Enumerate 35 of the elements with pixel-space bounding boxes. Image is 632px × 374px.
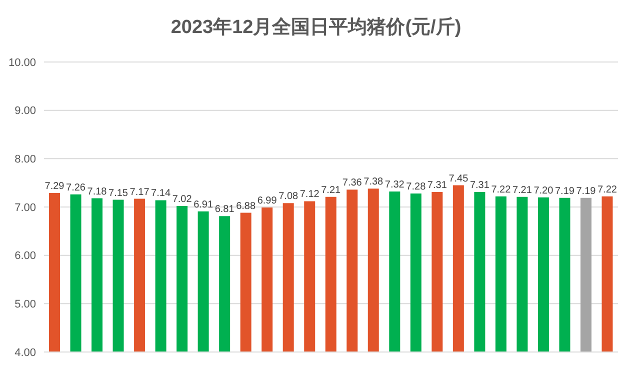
data-label: 7.20 <box>534 185 554 196</box>
data-label: 7.21 <box>321 184 342 196</box>
data-label: 7.38 <box>364 176 384 188</box>
data-label: 7.02 <box>172 194 192 206</box>
data-label: 7.21 <box>512 184 532 196</box>
y-tick-label: 6.00 <box>14 250 36 262</box>
data-label: 7.08 <box>278 191 299 202</box>
y-tick-label: 7.00 <box>14 202 36 214</box>
data-label: 7.15 <box>108 188 128 199</box>
y-tick-label: 9.00 <box>14 105 36 118</box>
data-label: 7.19 <box>576 186 596 197</box>
data-label: 7.29 <box>44 180 65 192</box>
y-tick-label: 8.00 <box>14 154 36 166</box>
data-label: 7.19 <box>554 186 575 197</box>
data-label: 7.36 <box>342 178 362 189</box>
data-label: 7.22 <box>491 184 512 196</box>
y-tick-label: 10.00 <box>8 56 36 69</box>
data-label: 6.81 <box>214 204 235 216</box>
data-label: 7.31 <box>427 180 448 192</box>
chart-title: 2023年12月全国日平均猪价(元/斤) <box>170 16 462 40</box>
data-label: 7.26 <box>66 182 86 194</box>
data-label: 7.14 <box>151 188 171 200</box>
y-tick-label: 4.00 <box>14 346 36 359</box>
data-label: 7.32 <box>384 180 405 191</box>
data-label: 7.17 <box>130 186 150 198</box>
data-label: 7.12 <box>300 189 320 200</box>
y-tick-label: 5.00 <box>14 298 36 311</box>
data-label: 7.28 <box>406 181 426 192</box>
data-label: 7.18 <box>87 186 108 198</box>
data-label: 6.91 <box>194 199 214 210</box>
data-label: 7.31 <box>470 180 490 192</box>
data-label: 6.88 <box>236 200 256 212</box>
data-label: 6.99 <box>257 195 278 206</box>
data-label: 7.22 <box>598 184 618 196</box>
data-label: 7.45 <box>448 173 469 184</box>
